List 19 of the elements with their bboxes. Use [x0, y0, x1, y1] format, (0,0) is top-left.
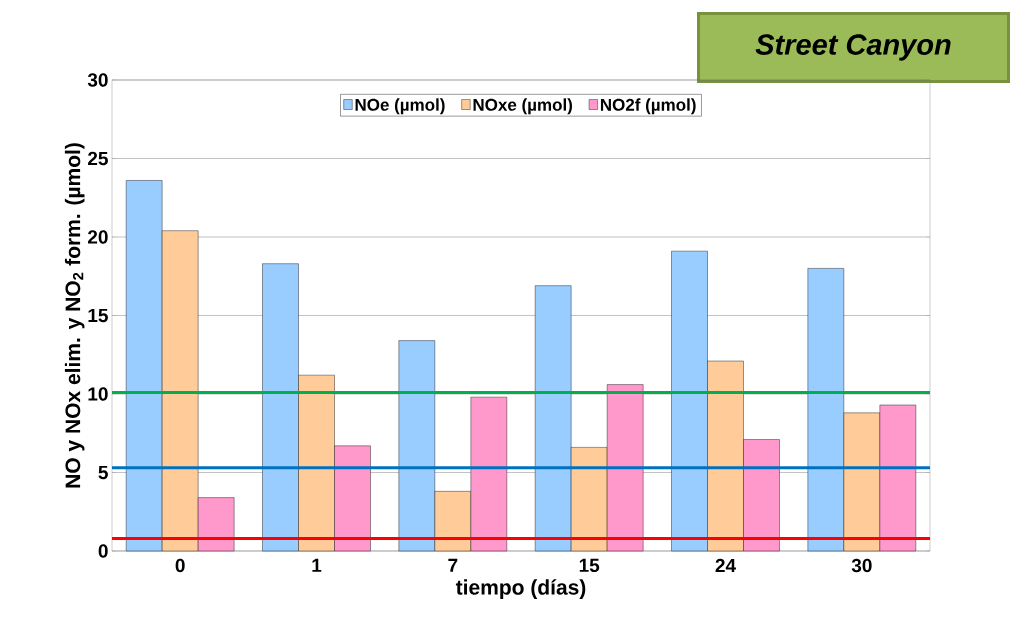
x-tick-label: 1: [312, 558, 322, 572]
y-axis-title: NO y NOx elim. y NO$_{2}$ form. (µmol): [64, 143, 85, 488]
y-tick-label: 0: [98, 544, 108, 558]
x-axis-title: tiempo (días): [455, 579, 586, 599]
y-tick-label: 25: [87, 151, 108, 166]
legend-label: NO2f (µmol): [600, 98, 696, 115]
legend-label: NOe (µmol): [355, 98, 445, 115]
y-tick-label: 15: [88, 308, 108, 323]
x-tick-label: 30: [851, 558, 872, 573]
legend-label: NOxe (µmol): [473, 98, 573, 115]
x-tick-label: 0: [175, 558, 185, 573]
y-tick-label: 5: [98, 465, 108, 480]
y-tick-label: 30: [87, 73, 108, 87]
x-tick-label: 7: [448, 558, 458, 572]
y-tick-label: 10: [88, 387, 108, 401]
x-tick-label: 15: [579, 558, 600, 573]
x-tick-label: 24: [715, 558, 736, 573]
y-tick-label: 20: [87, 230, 108, 244]
chart-title: Street Canyon: [755, 34, 951, 61]
